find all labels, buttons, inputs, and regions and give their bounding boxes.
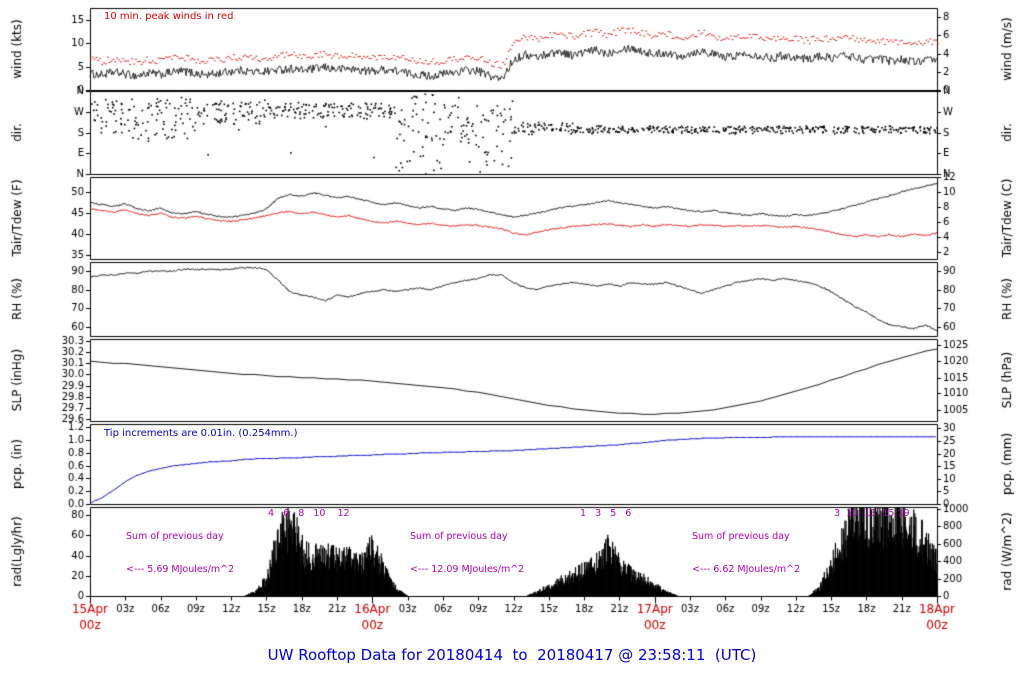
rad-sum-3-line2: <--- 6.62 MJoules/m^2: [692, 564, 801, 575]
rad-sum-annotation-3: Sum of previous day <--- 6.62 MJoules/m^…: [692, 509, 800, 597]
chart-title: UW Rooftop Data for 20180414 to 20180417…: [267, 646, 757, 664]
rad-sum-3-line1: Sum of previous day: [692, 531, 790, 542]
rad-cumulative-marks-2: 1 3 5 6: [580, 508, 632, 519]
rad-sum-1-line2: <--- 5.69 MJoules/m^2: [126, 564, 235, 575]
rad-cumulative-marks-1: 4 6 8 10 12: [268, 508, 350, 519]
rad-sum-2-line2: <--- 12.09 MJoules/m^2: [410, 564, 525, 575]
precip-tip-note: Tip increments are 0.01in. (0.254mm.): [104, 428, 298, 439]
wind-peak-note: 10 min. peak winds in red: [104, 11, 234, 22]
rad-sum-1-line1: Sum of previous day: [126, 531, 224, 542]
rad-cumulative-marks-3: 3 10 13 15 19: [834, 508, 910, 519]
rad-sum-annotation-1: Sum of previous day <--- 5.69 MJoules/m^…: [126, 509, 234, 597]
rad-sum-2-line1: Sum of previous day: [410, 531, 508, 542]
rad-sum-annotation-2: Sum of previous day <--- 12.09 MJoules/m…: [410, 509, 524, 597]
